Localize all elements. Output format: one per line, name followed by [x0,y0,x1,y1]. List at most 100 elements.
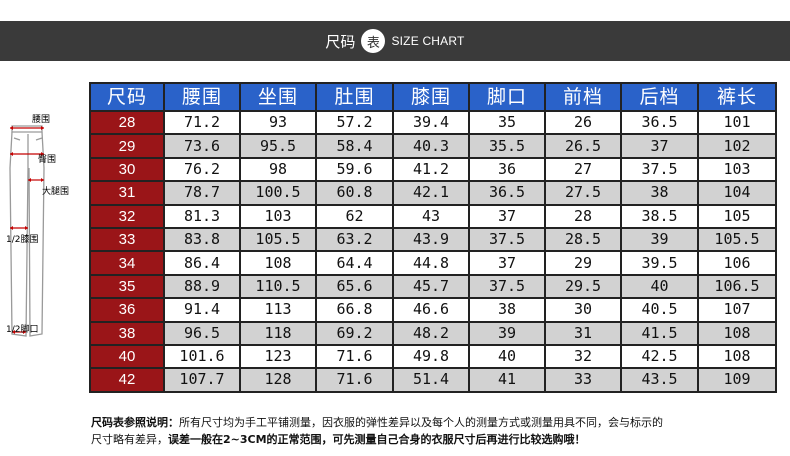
table-cell: 29.5 [544,273,622,300]
table-cell: 108 [697,343,777,370]
table-cell: 30 [544,297,622,323]
diagram-label-waist: 腰围 [32,115,51,125]
table-cell: 100.5 [239,180,317,206]
table-row: 40 101.6 123 71.6 49.8 40 32 42.5 108 [89,343,777,370]
table-cell: 83.8 [163,226,241,253]
table-cell: 44.8 [392,250,470,276]
table-cell: 106 [697,250,777,276]
size-cell: 33 [89,226,165,253]
size-cell: 32 [89,203,165,229]
table-cell: 62 [315,203,394,229]
table-cell: 108 [239,250,317,276]
table-cell: 65.6 [315,273,394,300]
table-cell: 69.2 [315,320,394,346]
note-label: 尺码表参照说明： [91,416,179,429]
note-line2a: 尺寸略有差异， [91,433,168,446]
table-cell: 76.2 [163,156,241,183]
table-cell: 48.2 [392,320,470,346]
table-row: 31 78.7 100.5 60.8 42.1 36.5 27.5 38 104 [89,180,777,206]
column-header: 尺码 [89,82,165,112]
size-cell: 36 [89,297,165,323]
diagram-label-hip: 臀围 [38,155,57,165]
table-row: 30 76.2 98 59.6 41.2 36 27 37.5 103 [89,156,777,183]
table-cell: 64.4 [315,250,394,276]
header-band: 尺码 表 SIZE CHART [0,21,790,61]
table-cell: 37 [468,250,546,276]
table-cell: 28 [544,203,622,229]
table-cell: 46.6 [392,297,470,323]
table-cell: 40.3 [392,133,470,159]
table-cell: 109 [697,367,777,393]
size-cell: 29 [89,133,165,159]
table-cell: 98 [239,156,317,183]
table-cell: 118 [239,320,317,346]
table-cell: 42.5 [620,343,699,370]
table-cell: 26 [544,109,622,136]
table-cell: 29 [544,250,622,276]
table-cell: 43 [392,203,470,229]
table-row: 36 91.4 113 66.8 46.6 38 30 40.5 107 [89,297,777,323]
table-cell: 40 [620,273,699,300]
size-cell: 38 [89,320,165,346]
note-line2c: ，可先测量自己合身的衣服尺寸后再进行比较选购哦！ [321,433,586,446]
table-cell: 35 [468,109,546,136]
table-cell: 38.5 [620,203,699,229]
table-cell: 41.5 [620,320,699,346]
column-header: 裤长 [697,82,777,112]
table-cell: 102 [697,133,777,159]
diagram-label-knee: 1/2膝围 [6,235,39,245]
table-cell: 81.3 [163,203,241,229]
table-row: 28 71.2 93 57.2 39.4 35 26 36.5 101 [89,109,777,136]
table-cell: 58.4 [315,133,394,159]
table-cell: 31 [544,320,622,346]
size-cell: 31 [89,180,165,206]
table-cell: 63.2 [315,226,394,253]
table-cell: 101.6 [163,343,241,370]
table-cell: 45.7 [392,273,470,300]
table-cell: 93 [239,109,317,136]
table-cell: 101 [697,109,777,136]
table-row: 34 86.4 108 64.4 44.8 37 29 39.5 106 [89,250,777,276]
table-cell: 28.5 [544,226,622,253]
table-cell: 42.1 [392,180,470,206]
size-note: 尺码表参照说明：所有尺寸均为手工平铺测量，因衣服的弹性差异以及每个人的测量方式或… [91,414,781,448]
table-cell: 91.4 [163,297,241,323]
note-line2b: 误差一般在2~3CM的正常范围 [168,433,322,446]
table-cell: 39.4 [392,109,470,136]
table-cell: 37 [620,133,699,159]
table-cell: 37 [468,203,546,229]
pants-outline-icon [9,125,45,337]
table-cell: 38 [468,297,546,323]
table-row: 42 107.7 128 71.6 51.4 41 33 43.5 109 [89,367,777,393]
table-cell: 39 [468,320,546,346]
table-cell: 103 [239,203,317,229]
table-cell: 107 [697,297,777,323]
size-cell: 34 [89,250,165,276]
table-cell: 43.9 [392,226,470,253]
table-cell: 43.5 [620,367,699,393]
header-title: 尺码 [325,32,356,51]
table-cell: 40.5 [620,297,699,323]
column-header: 肚围 [315,82,394,112]
size-table: 尺码 腰围 坐围 肚围 膝围 脚口 前档 后档 裤长 28 71.2 93 57.2 39.4 35 26 3… [89,82,777,393]
column-header: 后档 [620,82,699,112]
table-cell: 37.5 [468,273,546,300]
table-cell: 78.7 [163,180,241,206]
table-cell: 104 [697,180,777,206]
table-cell: 41 [468,367,546,393]
table-cell: 41.2 [392,156,470,183]
size-cell: 28 [89,109,165,136]
table-row: 38 96.5 118 69.2 48.2 39 31 41.5 108 [89,320,777,346]
table-cell: 27 [544,156,622,183]
table-row: 33 83.8 105.5 63.2 43.9 37.5 28.5 39 105.5 [89,226,777,253]
table-cell: 39.5 [620,250,699,276]
table-cell: 88.9 [163,273,241,300]
table-cell: 36 [468,156,546,183]
column-header: 腰围 [163,82,241,112]
size-cell: 30 [89,156,165,183]
table-cell: 39 [620,226,699,253]
table-header-row: 尺码 腰围 坐围 肚围 膝围 脚口 前档 后档 裤长 [89,82,777,112]
size-cell: 35 [89,273,165,300]
column-header: 坐围 [239,82,317,112]
table-cell: 51.4 [392,367,470,393]
